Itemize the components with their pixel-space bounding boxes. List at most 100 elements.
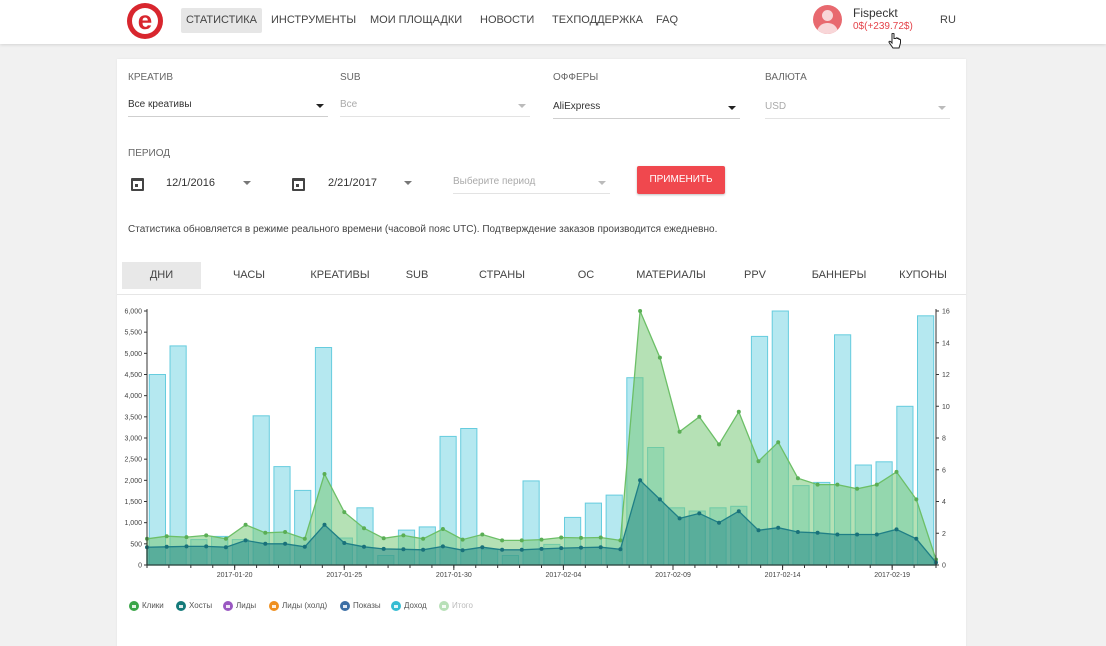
clicks-point: [362, 526, 366, 531]
nav-news[interactable]: НОВОСТИ: [480, 14, 535, 26]
clicks-point: [243, 522, 248, 527]
hosts-point: [381, 546, 386, 551]
y-left-tick-label: 3,500: [124, 414, 142, 421]
statistics-chart: 6,000 5,500 5,000 4,500 4,000 3,500 3,000 2,500…: [124, 309, 950, 580]
clicks-point: [795, 476, 800, 481]
clicks-point: [460, 537, 465, 542]
clicks-point: [579, 535, 583, 540]
tab-coupons[interactable]: КУПОНЫ: [899, 269, 947, 281]
y-left-tick-label: 6,000: [124, 309, 142, 316]
calendar-icon[interactable]: [131, 178, 144, 191]
clicks-point: [480, 532, 485, 537]
mouse-pointer-icon: [888, 33, 901, 49]
sub-label: SUB: [340, 72, 361, 83]
chevron-down-icon[interactable]: [404, 181, 412, 185]
y-left-tick-label: 5,000: [124, 351, 142, 358]
clicks-point: [440, 527, 445, 531]
clicks-point: [776, 440, 781, 445]
statistics-panel: КРЕАТИВ Все креативы SUB Все ОФФЕРЫ AliE…: [117, 59, 966, 646]
hosts-point: [480, 545, 485, 550]
period-preset-select[interactable]: Выберите период: [453, 172, 610, 194]
legend-swatch-icon: [439, 601, 449, 611]
nav-my-sites[interactable]: МОИ ПЛОЩАДКИ: [370, 14, 463, 26]
clicks-point: [598, 535, 603, 540]
hosts-point: [421, 547, 426, 552]
hosts-point: [362, 544, 366, 549]
tab-ppv[interactable]: PPV: [743, 269, 766, 281]
date-from-field[interactable]: 12/1/2016: [166, 177, 215, 189]
hosts-point: [855, 532, 860, 537]
hosts-point: [184, 544, 189, 549]
nav-statistics[interactable]: СТАТИСТИКА: [181, 8, 262, 33]
hosts-point: [401, 547, 406, 552]
y-left-tick-label: 500: [130, 541, 142, 548]
offers-select[interactable]: AliExpress: [553, 97, 740, 119]
tab-materials[interactable]: МАТЕРИАЛЫ: [636, 269, 706, 281]
breakdown-tabs: ДНИ ЧАСЫ КРЕАТИВЫ SUB СТРАНЫ ОС МАТЕРИАЛ…: [117, 261, 966, 295]
hosts-point: [618, 547, 623, 552]
tab-os[interactable]: ОС: [577, 269, 595, 281]
y-right-tick-label: 6: [942, 467, 946, 474]
sub-select[interactable]: Все: [340, 95, 530, 117]
apply-button[interactable]: ПРИМЕНИТЬ: [637, 166, 725, 194]
hosts-point: [894, 527, 899, 532]
x-tick-label: 2017-02-14: [765, 572, 801, 579]
hosts-point: [914, 536, 919, 541]
clicks-point: [401, 533, 406, 538]
tab-banners[interactable]: БАННЕРЫ: [811, 269, 867, 281]
nav-support[interactable]: ТЕХПОДДЕРЖКА: [552, 14, 643, 26]
clicks-point: [184, 535, 189, 540]
chevron-down-icon: [518, 104, 526, 108]
date-to-field[interactable]: 2/21/2017: [328, 177, 377, 189]
nav-tools[interactable]: ИНСТРУМЕНТЫ: [271, 14, 357, 26]
legend-swatch-icon: [223, 601, 233, 611]
hosts-point: [559, 546, 564, 551]
y-left-tick-label: 3,000: [124, 436, 142, 443]
currency-select[interactable]: USD: [765, 97, 950, 119]
nav-faq[interactable]: FAQ: [656, 14, 679, 26]
hosts-point: [717, 520, 721, 525]
tab-hours[interactable]: ЧАСЫ: [232, 269, 266, 281]
clicks-point: [855, 486, 860, 491]
tab-days[interactable]: ДНИ: [122, 262, 201, 289]
avatar[interactable]: [813, 5, 842, 34]
hosts-point: [776, 525, 781, 530]
chevron-down-icon[interactable]: [243, 181, 251, 185]
legend-swatch-icon: [340, 601, 350, 611]
hosts-point: [460, 548, 465, 553]
calendar-icon[interactable]: [292, 178, 305, 191]
offers-label: ОФФЕРЫ: [553, 72, 599, 83]
language-switch[interactable]: RU: [940, 14, 956, 26]
legend-swatch-icon: [269, 601, 279, 611]
y-right-tick-label: 12: [942, 372, 950, 379]
hosts-point: [756, 528, 761, 533]
hosts-point: [874, 532, 879, 537]
logo[interactable]: e: [127, 3, 163, 39]
clicks-point: [894, 469, 899, 474]
clicks-point: [559, 535, 564, 540]
x-tick-label: 2017-02-04: [546, 572, 582, 579]
clicks-point: [874, 482, 879, 487]
clicks-point: [204, 533, 209, 538]
clicks-point: [302, 536, 307, 541]
x-tick-label: 2017-02-19: [874, 572, 910, 579]
clicks-point: [342, 510, 347, 515]
currency-label: ВАЛЮТА: [765, 72, 807, 83]
hosts-point: [815, 530, 820, 535]
y-left-tick-label: 5,500: [124, 330, 142, 337]
x-tick-label: 2017-02-09: [655, 572, 691, 579]
logo-inner: e: [132, 5, 158, 35]
clicks-point: [500, 538, 505, 543]
logo-letter: e: [137, 5, 153, 35]
hosts-point: [500, 547, 505, 552]
top-navigation-bar: e СТАТИСТИКА ИНСТРУМЕНТЫ МОИ ПЛОЩАДКИ НО…: [0, 0, 1106, 44]
tab-creatives[interactable]: КРЕАТИВЫ: [310, 269, 370, 281]
hosts-point: [579, 545, 583, 550]
clicks-point: [736, 409, 741, 414]
clicks-point: [815, 482, 820, 487]
username[interactable]: Fispeckt: [853, 6, 898, 20]
y-right-tick-label: 14: [942, 340, 950, 347]
tab-countries[interactable]: СТРАНЫ: [479, 269, 525, 281]
tab-sub[interactable]: SUB: [405, 269, 429, 281]
creative-select[interactable]: Все креативы: [128, 95, 328, 117]
